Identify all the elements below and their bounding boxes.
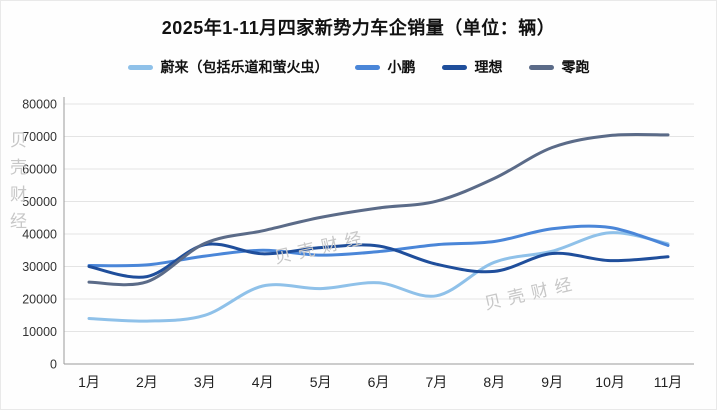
legend-label: 蔚来（包括乐道和萤火虫）	[160, 59, 329, 75]
legend-swatch-icon	[528, 64, 554, 70]
x-axis-tick-label: 11月	[654, 374, 683, 390]
series-line-4	[87, 132, 670, 287]
series-line-1	[87, 231, 670, 323]
x-axis-tick-label: 4月	[252, 374, 274, 390]
x-axis-tick-label: 5月	[310, 374, 332, 390]
series-line-3	[87, 242, 670, 279]
y-axis-tick-label: 10000	[22, 325, 57, 339]
x-axis-tick-label: 3月	[194, 374, 216, 390]
legend-label: 小鹏	[387, 59, 416, 75]
legend-swatch-icon	[354, 64, 380, 70]
y-axis-tick-label: 60000	[22, 163, 57, 177]
series-line-2	[87, 224, 670, 268]
y-axis-tick-label: 80000	[22, 98, 57, 112]
x-axis-tick-label: 9月	[541, 374, 563, 390]
x-axis-tick-label: 6月	[368, 374, 390, 390]
legend-item-2: 小鹏	[354, 57, 416, 77]
chart-legend: 蔚来（包括乐道和萤火虫） 小鹏 理想 零跑	[1, 57, 716, 77]
chart-title: 2025年1-11月四家新势力车企销量（单位：辆）	[161, 18, 556, 38]
y-axis-tick-label: 40000	[22, 228, 57, 242]
x-axis-tick-label: 10月	[595, 374, 625, 390]
legend-swatch-icon	[441, 64, 467, 70]
legend-item-1: 蔚来（包括乐道和萤火虫）	[127, 57, 329, 77]
legend-swatch-icon	[127, 64, 153, 70]
y-axis-tick-label: 30000	[22, 260, 57, 274]
x-axis-tick-label: 7月	[426, 374, 448, 390]
legend-item-3: 理想	[441, 57, 503, 77]
y-axis-tick-label: 20000	[22, 293, 57, 307]
legend-item-4: 零跑	[528, 57, 590, 77]
x-axis-tick-label: 8月	[483, 374, 505, 390]
legend-label: 理想	[474, 59, 503, 75]
y-axis-tick-label: 50000	[22, 195, 57, 209]
x-axis-tick-label: 1月	[78, 374, 100, 390]
legend-label: 零跑	[561, 59, 590, 75]
x-axis-tick-label: 2月	[136, 374, 158, 390]
y-axis-tick-label: 70000	[22, 130, 57, 144]
y-axis-tick-label: 0	[50, 358, 57, 372]
